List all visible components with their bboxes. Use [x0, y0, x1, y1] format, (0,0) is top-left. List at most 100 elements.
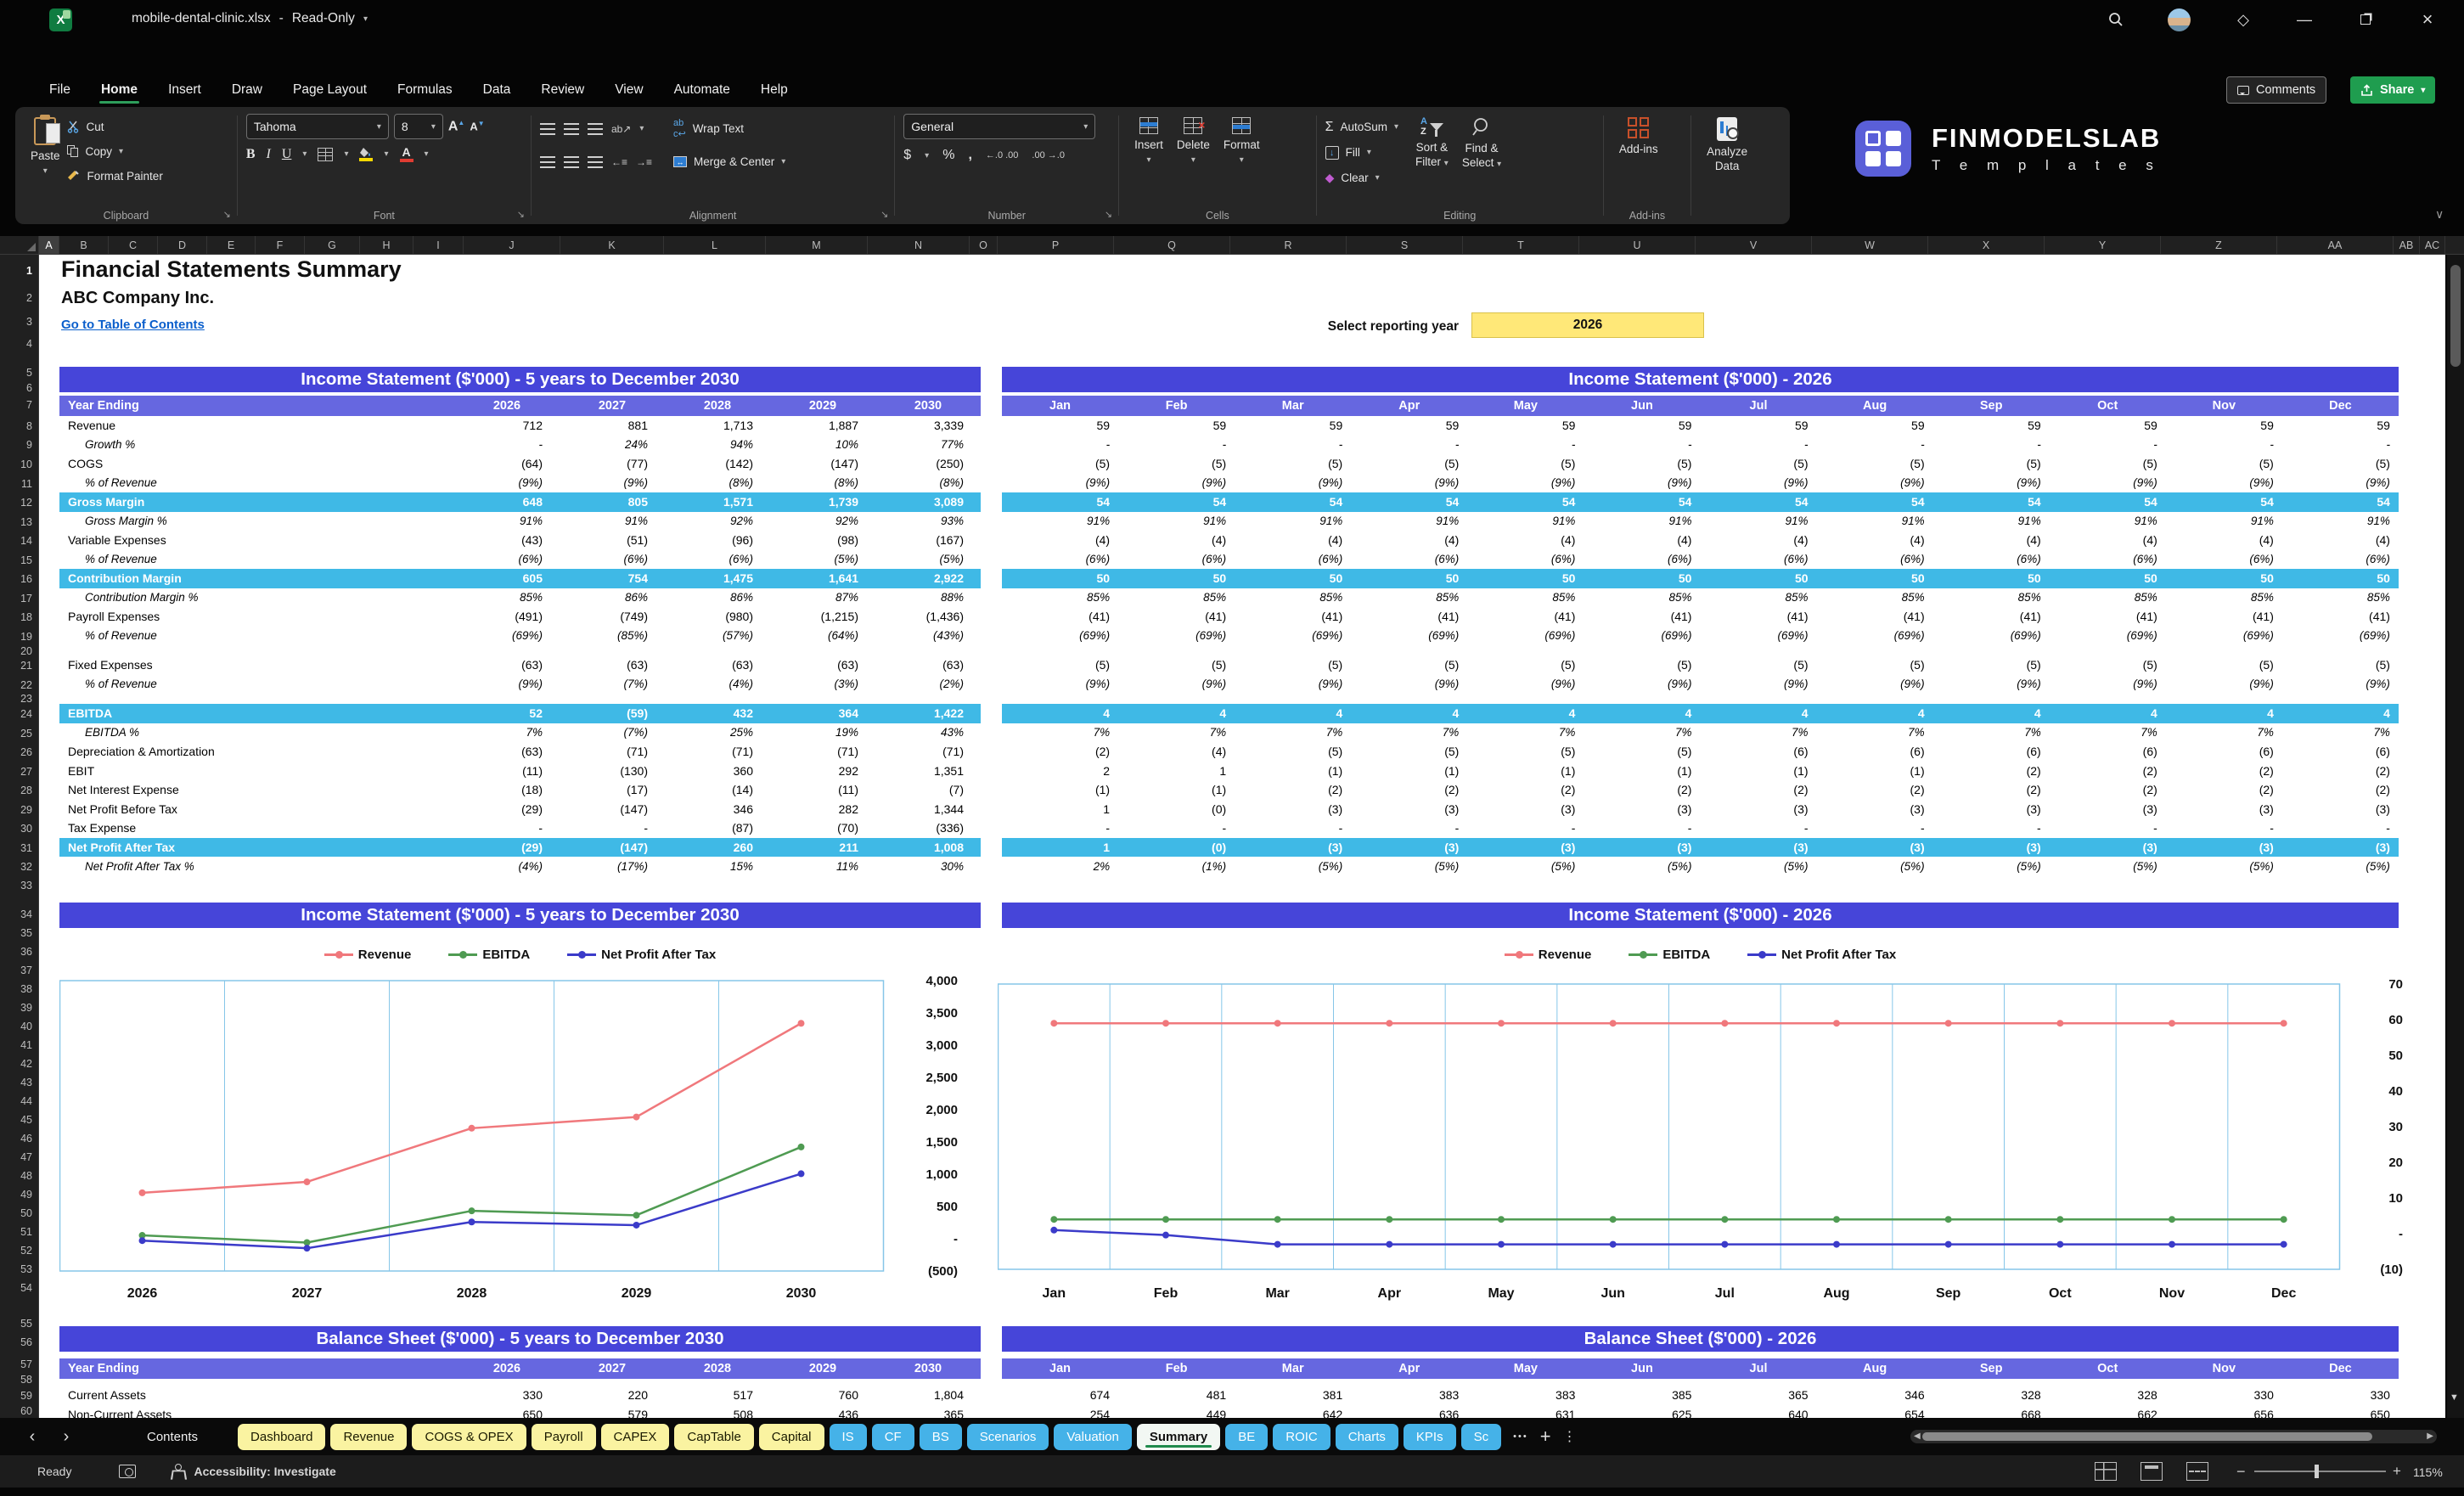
value-cell[interactable]: 59 — [1794, 419, 1809, 433]
value-cell[interactable]: 85% — [2366, 591, 2390, 605]
value-cell[interactable]: (63) — [942, 658, 964, 672]
value-cell[interactable]: - — [1803, 821, 1809, 835]
sheet-options-kebab[interactable]: ⋮ — [1562, 1430, 1577, 1444]
align-center-icon[interactable] — [563, 155, 579, 168]
header-cell[interactable]: Apr — [1398, 399, 1420, 413]
row-number-29[interactable]: 29 — [20, 804, 32, 816]
value-cell[interactable]: (1) — [1793, 763, 1809, 778]
value-cell[interactable]: (2) — [2142, 783, 2157, 797]
font-name-select[interactable]: Tahoma ▾ — [245, 114, 389, 139]
value-cell[interactable]: 7% — [1558, 726, 1576, 740]
row-number-39[interactable]: 39 — [20, 1002, 32, 1014]
fill-button[interactable]: ↓ Fill ▾ — [1325, 141, 1398, 164]
value-cell[interactable]: (130) — [620, 763, 648, 778]
row-number-25[interactable]: 25 — [20, 728, 32, 740]
value-cell[interactable]: (3) — [1444, 840, 1460, 854]
value-cell[interactable]: (4) — [1212, 533, 1227, 548]
zoom-in-button[interactable]: + — [2393, 1463, 2401, 1479]
comma-format-button[interactable]: , — [968, 148, 972, 162]
value-cell[interactable]: 92% — [729, 515, 753, 528]
value-cell[interactable]: (5%) — [1667, 859, 1692, 873]
value-cell[interactable]: 481 — [1206, 1388, 1227, 1403]
value-cell[interactable]: (4) — [1793, 533, 1809, 548]
value-cell[interactable]: (63) — [837, 658, 858, 672]
value-cell[interactable]: (5) — [1328, 457, 1343, 471]
value-cell[interactable]: 7% — [1209, 726, 1227, 740]
value-cell[interactable]: 77% — [940, 438, 964, 452]
value-cell[interactable]: (29) — [521, 840, 543, 854]
row-label-cell[interactable]: Payroll Expenses — [68, 610, 160, 624]
value-cell[interactable]: (5) — [1561, 457, 1576, 471]
col-header-P[interactable]: P — [998, 236, 1114, 254]
value-cell[interactable]: (9%) — [1201, 678, 1227, 691]
value-cell[interactable]: (69%) — [2010, 629, 2041, 643]
value-cell[interactable]: 7% — [1442, 726, 1460, 740]
value-cell[interactable]: - — [2153, 821, 2157, 835]
value-cell[interactable]: - — [1222, 821, 1227, 835]
value-cell[interactable]: (2) — [1328, 783, 1343, 797]
value-cell[interactable]: 656 — [2253, 1407, 2274, 1418]
value-cell[interactable]: 636 — [1438, 1407, 1460, 1418]
value-cell[interactable]: (9%) — [1784, 476, 1809, 490]
value-cell[interactable]: 365 — [1788, 1388, 1809, 1403]
value-cell[interactable]: 86% — [729, 591, 753, 605]
value-cell[interactable]: 631 — [1555, 1407, 1576, 1418]
row-number-17[interactable]: 17 — [20, 593, 32, 605]
value-cell[interactable]: (7) — [948, 783, 964, 797]
value-cell[interactable]: - — [538, 821, 543, 835]
value-cell[interactable]: (5) — [1793, 658, 1809, 672]
share-button[interactable]: Share ▾ — [2350, 76, 2436, 104]
row-number-28[interactable]: 28 — [20, 785, 32, 796]
scroll-down-arrow[interactable]: ▼ — [2450, 1392, 2459, 1403]
value-cell[interactable]: (69%) — [2242, 629, 2274, 643]
row-number-16[interactable]: 16 — [20, 573, 32, 585]
autosum-button[interactable]: Σ AutoSum ▾ — [1325, 119, 1399, 134]
value-cell[interactable]: 59 — [2260, 419, 2274, 433]
value-cell[interactable]: (7%) — [623, 678, 648, 691]
header-cell[interactable]: Oct — [2097, 1362, 2118, 1375]
value-cell[interactable]: 642 — [1322, 1407, 1343, 1418]
value-cell[interactable]: 4 — [2267, 706, 2274, 721]
value-cell[interactable]: (9%) — [1434, 476, 1460, 490]
header-cell[interactable]: 2028 — [703, 399, 732, 413]
align-top-icon[interactable] — [539, 122, 555, 135]
value-cell[interactable]: (69%) — [2126, 629, 2157, 643]
value-cell[interactable]: 85% — [2250, 591, 2274, 605]
value-cell[interactable]: - — [1804, 438, 1809, 452]
alignment-dialog-launcher[interactable]: ↘ — [880, 210, 889, 220]
value-cell[interactable]: 2% — [1093, 859, 1111, 873]
value-cell[interactable]: (71) — [732, 745, 753, 759]
value-cell[interactable]: (63) — [732, 658, 753, 672]
value-cell[interactable]: 712 — [522, 419, 543, 433]
value-cell[interactable]: 87% — [835, 591, 858, 605]
row-number-36[interactable]: 36 — [20, 946, 32, 958]
value-cell[interactable]: (749) — [620, 610, 648, 624]
value-cell[interactable]: - — [1687, 438, 1692, 452]
row-label-cell[interactable]: Growth % — [85, 438, 136, 452]
value-cell[interactable]: 59 — [2377, 419, 2390, 433]
row-number-58[interactable]: 58 — [20, 1374, 32, 1386]
value-cell[interactable]: 30% — [940, 859, 964, 873]
accessibility-status[interactable]: Accessibility: Investigate — [194, 1465, 336, 1478]
row-number-18[interactable]: 18 — [20, 611, 32, 623]
value-cell[interactable]: 92% — [835, 515, 858, 528]
value-cell[interactable]: (3) — [1910, 801, 1925, 816]
value-cell[interactable]: 85% — [1203, 591, 1227, 605]
value-cell[interactable]: (5) — [1677, 457, 1692, 471]
value-cell[interactable]: (6%) — [1201, 553, 1227, 566]
value-cell[interactable]: (8%) — [729, 476, 753, 490]
value-cell[interactable]: 50 — [2377, 571, 2390, 586]
value-cell[interactable]: (6%) — [2133, 553, 2157, 566]
row-label-cell[interactable]: % of Revenue — [85, 629, 157, 643]
value-cell[interactable]: (6%) — [1784, 553, 1809, 566]
value-cell[interactable]: - — [1687, 821, 1692, 835]
row-number-44[interactable]: 44 — [20, 1095, 32, 1107]
macro-record-icon[interactable] — [119, 1465, 137, 1478]
value-cell[interactable]: - — [1338, 821, 1343, 835]
row-number-34[interactable]: 34 — [20, 908, 32, 920]
value-cell[interactable]: (9%) — [2366, 678, 2390, 691]
value-cell[interactable]: (69%) — [1428, 629, 1460, 643]
value-cell[interactable]: (6) — [2375, 745, 2390, 759]
value-cell[interactable]: 1,804 — [933, 1388, 964, 1403]
value-cell[interactable]: (6) — [2142, 745, 2157, 759]
